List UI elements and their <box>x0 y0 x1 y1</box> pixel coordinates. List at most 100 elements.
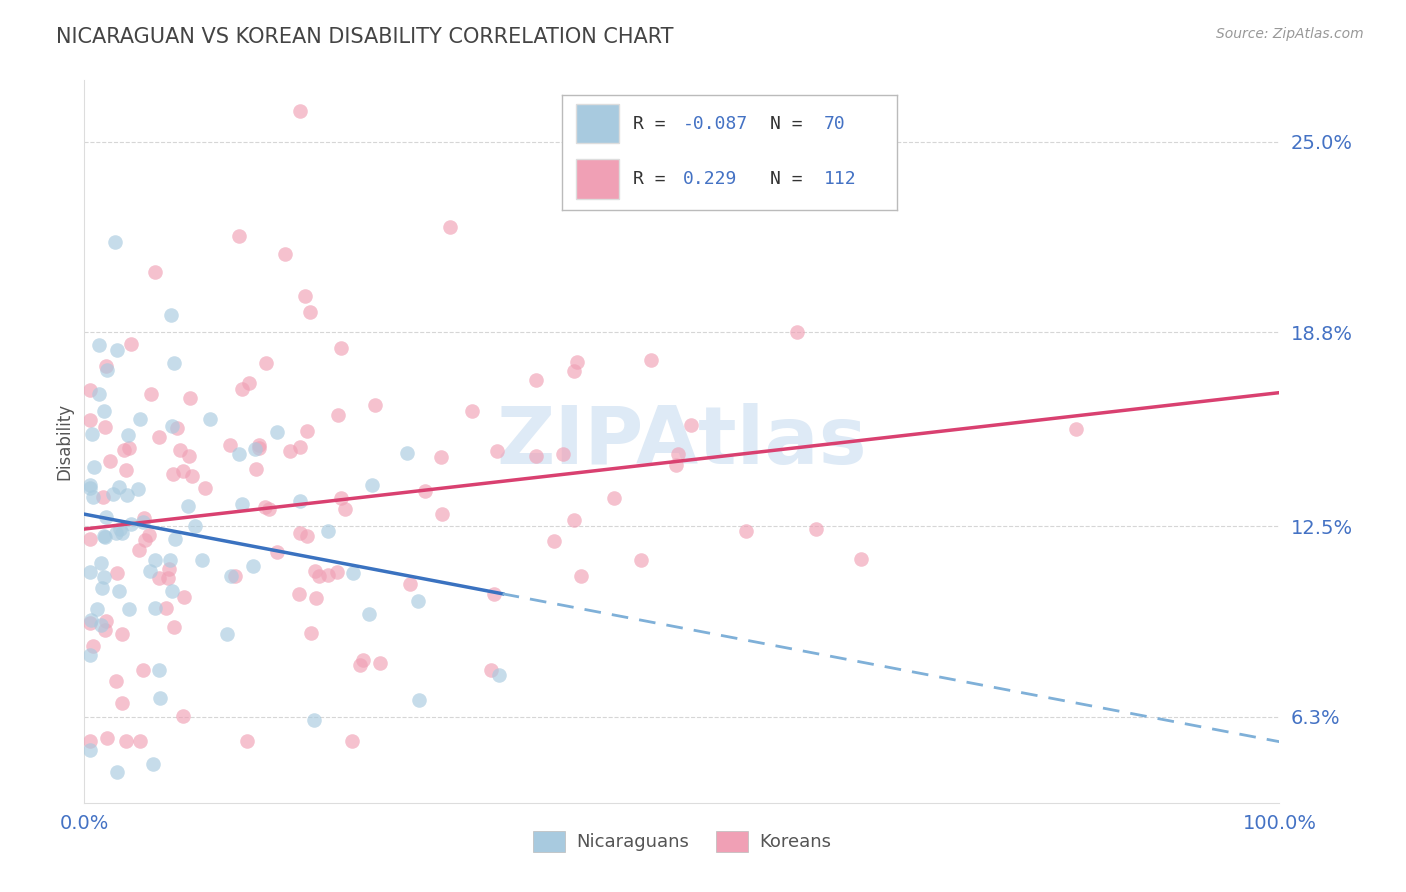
Point <box>169 443 191 458</box>
Point <box>148 571 170 585</box>
Point <box>183 519 205 533</box>
Point <box>87 387 110 401</box>
Point <box>735 524 758 538</box>
Text: ZIPAtlas: ZIPAtlas <box>496 402 868 481</box>
Point <box>148 663 170 677</box>
Point <box>479 663 502 677</box>
Point <box>79 481 101 495</box>
Point <box>1064 422 1087 436</box>
Point <box>79 648 101 662</box>
Point <box>330 341 353 355</box>
Point <box>266 425 288 440</box>
Point <box>231 382 253 396</box>
Point <box>91 581 114 595</box>
Point <box>90 618 112 632</box>
Point <box>111 696 134 710</box>
Point <box>254 356 277 370</box>
Point <box>200 412 222 426</box>
Point <box>79 532 101 546</box>
Point <box>215 627 238 641</box>
Point <box>228 447 250 461</box>
Point <box>127 483 149 497</box>
Point <box>180 469 202 483</box>
Point <box>278 444 301 458</box>
Point <box>160 583 183 598</box>
Point <box>254 500 277 514</box>
Point <box>128 411 150 425</box>
Point <box>242 558 264 573</box>
Point <box>288 494 311 508</box>
Point <box>79 616 101 631</box>
Point <box>93 420 115 434</box>
Point <box>138 564 160 578</box>
Point <box>245 462 267 476</box>
Point <box>569 569 592 583</box>
Point <box>163 356 186 370</box>
Point <box>155 601 177 615</box>
Point <box>159 553 181 567</box>
Point <box>120 516 142 531</box>
Point <box>149 691 172 706</box>
Point <box>288 587 311 601</box>
Point <box>111 626 134 640</box>
Point <box>166 420 188 434</box>
Point <box>156 570 179 584</box>
Point <box>91 490 114 504</box>
Point <box>82 639 104 653</box>
Point <box>86 601 108 615</box>
Point <box>524 373 547 387</box>
Point <box>361 477 384 491</box>
Point <box>108 522 131 536</box>
Point <box>172 709 194 723</box>
Point <box>93 570 115 584</box>
Point <box>177 449 200 463</box>
Point <box>93 404 115 418</box>
Point <box>408 593 430 607</box>
Point <box>131 515 153 529</box>
Point <box>93 529 115 543</box>
Point <box>83 460 105 475</box>
Point <box>219 438 242 452</box>
Point <box>524 449 547 463</box>
Point <box>298 304 321 318</box>
Point <box>162 467 184 481</box>
Y-axis label: Disability: Disability <box>55 403 73 480</box>
Point <box>105 566 128 580</box>
Point <box>804 522 827 536</box>
Point <box>117 427 139 442</box>
Point <box>543 533 565 548</box>
Point <box>179 391 201 405</box>
Point <box>482 587 505 601</box>
Point <box>297 529 319 543</box>
Point <box>297 424 319 438</box>
Point <box>163 533 186 547</box>
Point <box>395 446 418 460</box>
Point <box>108 480 131 494</box>
Point <box>94 530 117 544</box>
Point <box>249 441 271 455</box>
Point <box>565 355 588 369</box>
Point <box>194 481 217 495</box>
Point <box>488 668 510 682</box>
Point <box>172 464 194 478</box>
Point <box>221 569 243 583</box>
Point <box>235 734 257 748</box>
Point <box>104 235 127 250</box>
Point <box>128 542 150 557</box>
Point <box>96 731 118 745</box>
Point <box>352 653 374 667</box>
Point <box>104 526 127 541</box>
Point <box>87 338 110 352</box>
Point <box>302 713 325 727</box>
Point <box>96 615 118 629</box>
Point <box>228 229 250 244</box>
Point <box>562 513 585 527</box>
Point <box>112 443 135 458</box>
Point <box>108 584 131 599</box>
Point <box>430 507 453 521</box>
Point <box>342 734 364 748</box>
Point <box>115 488 138 502</box>
Point <box>191 552 214 566</box>
Point <box>305 591 328 605</box>
Point <box>430 450 453 464</box>
